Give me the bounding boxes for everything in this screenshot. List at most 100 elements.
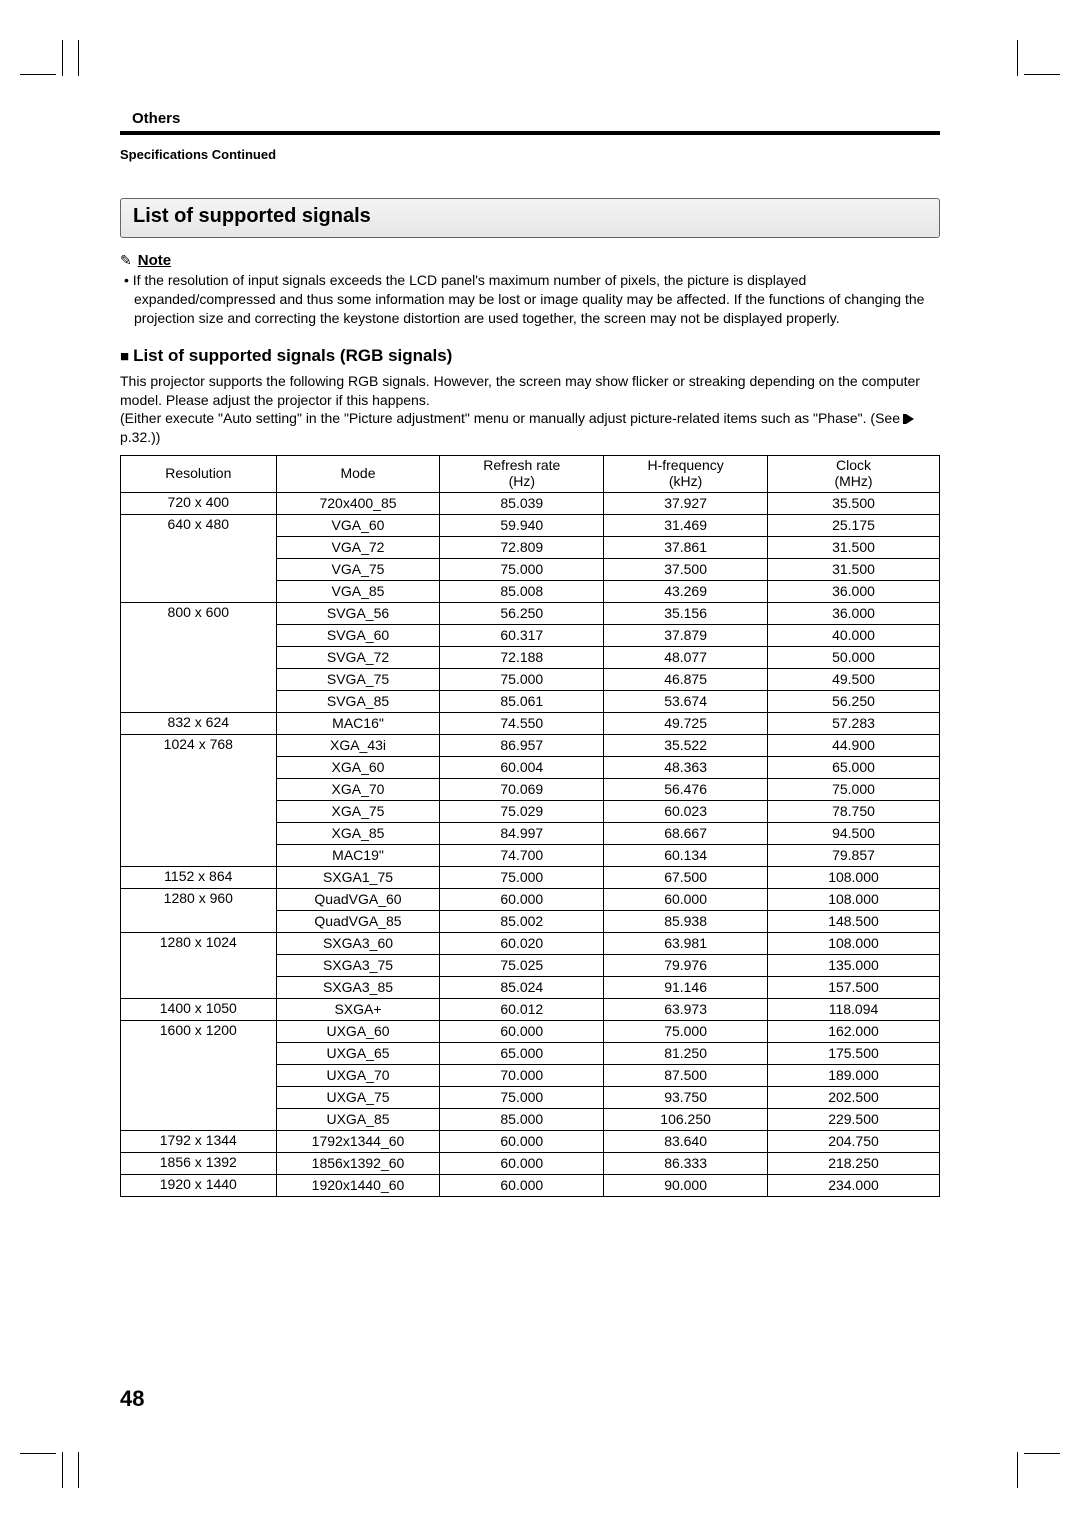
cell-clock: 25.175 (768, 515, 940, 537)
rgb-heading-text: List of supported signals (RGB signals) (133, 346, 452, 365)
cell-clock: 65.000 (768, 757, 940, 779)
cell-resolution: 640 x 480 (121, 515, 277, 603)
cell-refresh: 75.000 (440, 669, 604, 691)
cell-clock: 234.000 (768, 1175, 940, 1197)
cell-mode: SVGA_60 (276, 625, 440, 647)
cell-hfreq: 37.861 (604, 537, 768, 559)
cell-resolution: 720 x 400 (121, 493, 277, 515)
cell-mode: VGA_72 (276, 537, 440, 559)
th-resolution: Resolution (121, 456, 277, 493)
cell-mode: UXGA_70 (276, 1065, 440, 1087)
section-label: Others (120, 110, 940, 127)
cell-clock: 108.000 (768, 933, 940, 955)
cell-mode: 1920x1440_60 (276, 1175, 440, 1197)
cell-hfreq: 48.077 (604, 647, 768, 669)
signals-table: Resolution Mode Refresh rate(Hz) H-frequ… (120, 455, 940, 1197)
table-row: 1400 x 1050SXGA+60.01263.973118.094 (121, 999, 940, 1021)
cell-resolution: 1280 x 1024 (121, 933, 277, 999)
cell-clock: 35.500 (768, 493, 940, 515)
cell-refresh: 72.188 (440, 647, 604, 669)
cell-mode: SVGA_85 (276, 691, 440, 713)
cell-hfreq: 48.363 (604, 757, 768, 779)
header-rule (120, 131, 940, 135)
cell-hfreq: 81.250 (604, 1043, 768, 1065)
signals-tbody: 720 x 400720x400_8585.03937.92735.500640… (121, 493, 940, 1197)
cell-clock: 57.283 (768, 713, 940, 735)
intro-line-1: This projector supports the following RG… (120, 373, 920, 408)
cell-mode: SXGA1_75 (276, 867, 440, 889)
cell-clock: 118.094 (768, 999, 940, 1021)
cell-refresh: 72.809 (440, 537, 604, 559)
th-clock: Clock(MHz) (768, 456, 940, 493)
crop-mark (1017, 1452, 1018, 1488)
cell-clock: 49.500 (768, 669, 940, 691)
cell-mode: SVGA_75 (276, 669, 440, 691)
cell-refresh: 60.000 (440, 1021, 604, 1043)
cell-hfreq: 60.023 (604, 801, 768, 823)
cell-refresh: 74.700 (440, 845, 604, 867)
cell-resolution: 1920 x 1440 (121, 1175, 277, 1197)
cell-mode: 720x400_85 (276, 493, 440, 515)
cell-clock: 202.500 (768, 1087, 940, 1109)
cell-resolution: 1152 x 864 (121, 867, 277, 889)
page-number: 48 (120, 1386, 144, 1412)
crop-mark (20, 1453, 56, 1454)
cell-mode: XGA_70 (276, 779, 440, 801)
cell-refresh: 75.029 (440, 801, 604, 823)
cell-mode: UXGA_85 (276, 1109, 440, 1131)
cell-resolution: 1792 x 1344 (121, 1131, 277, 1153)
cell-mode: VGA_85 (276, 581, 440, 603)
cell-hfreq: 63.973 (604, 999, 768, 1021)
table-row: 640 x 480VGA_6059.94031.46925.175 (121, 515, 940, 537)
cell-hfreq: 35.156 (604, 603, 768, 625)
cell-hfreq: 87.500 (604, 1065, 768, 1087)
crop-mark (1017, 40, 1018, 76)
cell-clock: 36.000 (768, 603, 940, 625)
cell-clock: 36.000 (768, 581, 940, 603)
table-row: 1280 x 960QuadVGA_6060.00060.000108.000 (121, 889, 940, 911)
crop-mark (20, 74, 56, 75)
cell-clock: 50.000 (768, 647, 940, 669)
cell-refresh: 75.000 (440, 867, 604, 889)
cell-mode: 1856x1392_60 (276, 1153, 440, 1175)
cell-clock: 108.000 (768, 889, 940, 911)
cell-resolution: 1600 x 1200 (121, 1021, 277, 1131)
cell-hfreq: 43.269 (604, 581, 768, 603)
cell-refresh: 86.957 (440, 735, 604, 757)
cell-mode: SXGA3_75 (276, 955, 440, 977)
cell-hfreq: 106.250 (604, 1109, 768, 1131)
cell-resolution: 1856 x 1392 (121, 1153, 277, 1175)
see-ref: p.32.)) (120, 429, 160, 445)
cell-hfreq: 37.927 (604, 493, 768, 515)
cell-mode: MAC16" (276, 713, 440, 735)
cell-mode: SVGA_56 (276, 603, 440, 625)
title-box: List of supported signals (120, 198, 940, 238)
th-refresh: Refresh rate(Hz) (440, 456, 604, 493)
cell-mode: SVGA_72 (276, 647, 440, 669)
cell-mode: XGA_75 (276, 801, 440, 823)
cell-refresh: 60.000 (440, 1175, 604, 1197)
cell-mode: UXGA_65 (276, 1043, 440, 1065)
cell-mode: XGA_43i (276, 735, 440, 757)
cell-clock: 44.900 (768, 735, 940, 757)
subhead: Specifications Continued (120, 147, 940, 162)
cell-refresh: 59.940 (440, 515, 604, 537)
cell-refresh: 84.997 (440, 823, 604, 845)
cell-clock: 94.500 (768, 823, 940, 845)
cell-refresh: 60.317 (440, 625, 604, 647)
cell-hfreq: 31.469 (604, 515, 768, 537)
cell-clock: 40.000 (768, 625, 940, 647)
cell-refresh: 60.020 (440, 933, 604, 955)
cell-mode: QuadVGA_60 (276, 889, 440, 911)
cell-clock: 175.500 (768, 1043, 940, 1065)
table-row: 832 x 624MAC16"74.55049.72557.283 (121, 713, 940, 735)
arrow-icon (906, 414, 914, 424)
table-row: 1856 x 13921856x1392_6060.00086.333218.2… (121, 1153, 940, 1175)
cell-hfreq: 60.000 (604, 889, 768, 911)
cell-resolution: 1400 x 1050 (121, 999, 277, 1021)
table-row: 1024 x 768XGA_43i86.95735.52244.900 (121, 735, 940, 757)
cell-clock: 229.500 (768, 1109, 940, 1131)
cell-refresh: 85.002 (440, 911, 604, 933)
cell-mode: SXGA3_85 (276, 977, 440, 999)
table-row: 1280 x 1024SXGA3_6060.02063.981108.000 (121, 933, 940, 955)
